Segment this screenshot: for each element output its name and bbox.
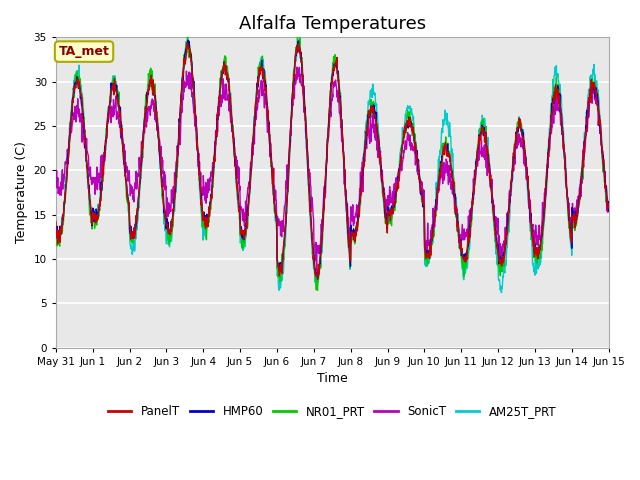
Title: Alfalfa Temperatures: Alfalfa Temperatures <box>239 15 426 33</box>
Legend: PanelT, HMP60, NR01_PRT, SonicT, AM25T_PRT: PanelT, HMP60, NR01_PRT, SonicT, AM25T_P… <box>103 400 561 422</box>
Text: TA_met: TA_met <box>59 45 109 58</box>
Y-axis label: Temperature (C): Temperature (C) <box>15 142 28 243</box>
X-axis label: Time: Time <box>317 372 348 385</box>
